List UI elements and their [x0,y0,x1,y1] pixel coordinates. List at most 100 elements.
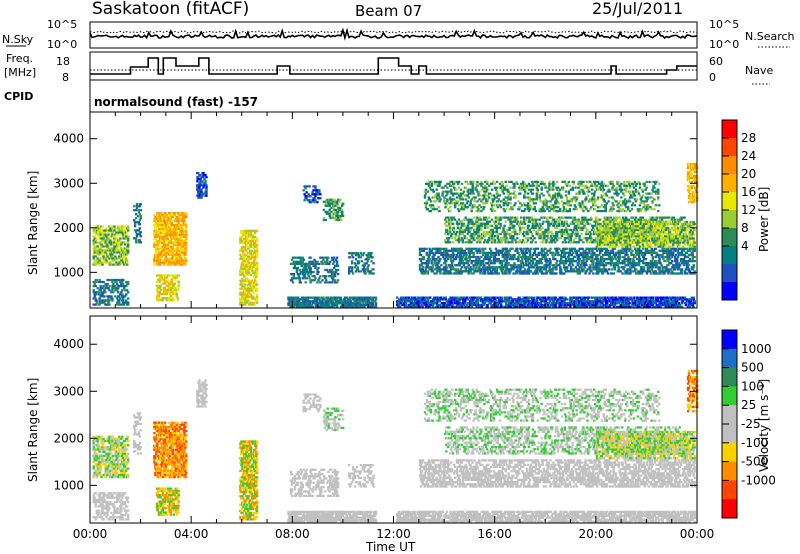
heatmap-cell [183,223,186,227]
heatmap-cell [450,272,453,275]
heatmap-cell [300,264,303,267]
heatmap-cell [553,264,556,267]
heatmap-cell [185,245,188,248]
heatmap-cell [178,239,181,242]
heatmap-cell [173,241,176,244]
heatmap-cell [139,217,142,220]
heatmap-cell [524,268,527,271]
heatmap-cell [545,262,548,265]
heatmap-cell [118,239,121,242]
heatmap-cell [458,300,461,303]
heatmap-cell [162,247,166,250]
heatmap-cell [120,241,123,244]
heatmap-cell [92,231,95,234]
heatmap-cell [95,237,98,240]
heatmap-cell [153,245,156,248]
heatmap-cell [161,299,165,302]
heatmap-cell [92,243,95,246]
heatmap-cell [114,263,117,266]
heatmap-cell [302,189,305,192]
heatmap-cell [422,258,426,261]
heatmap-cell [478,247,481,250]
heatmap-cell [563,300,566,303]
heatmap-cell [95,278,98,282]
heatmap-cell [200,196,203,199]
heatmap-cell [97,247,100,250]
heatmap-cell [308,277,311,280]
heatmap-cell [484,272,487,275]
heatmap-cell [681,300,685,303]
heatmap-cell [170,221,173,225]
heatmap-cell [505,258,508,261]
heatmap-cell [92,229,95,232]
heatmap-cell [333,273,337,276]
heatmap-cell [111,247,114,250]
heatmap-cell [114,295,117,298]
heatmap-cell [127,225,130,228]
heatmap-cell [601,255,604,259]
heatmap-cell [544,255,547,259]
heatmap-cell [353,262,357,265]
heatmap-cell [166,219,170,223]
heatmap-cell [164,255,168,258]
heatmap-cell [255,245,258,248]
heatmap-cell [292,275,296,278]
heatmap-cell [531,262,535,265]
heatmap-cell [313,258,316,261]
heatmap-cell [159,229,162,232]
heatmap-cell [165,214,169,217]
heatmap-cell [584,272,587,275]
heatmap-cell [135,233,139,236]
heatmap-cell [157,219,160,223]
heatmap-cell [173,292,176,296]
heatmap-cell [245,253,248,256]
freq-right-tick-top: 60 [709,55,723,68]
heatmap-cell [295,271,299,274]
heatmap-cell [607,268,611,271]
heatmap-cell [351,256,355,259]
heatmap-cell [101,293,104,296]
heatmap-cell [336,212,339,215]
heatmap-cell [304,266,307,270]
heatmap-cell [595,247,598,250]
heatmap-cell [123,263,126,266]
heatmap-cell [536,272,540,275]
heatmap-cell [99,289,102,292]
heatmap-cell [298,273,301,276]
heatmap-cell [124,295,127,298]
heatmap-cell [247,299,250,302]
heatmap-cell [104,233,107,236]
heatmap-cell [490,270,494,273]
heatmap-cell [105,249,108,252]
heatmap-cell [118,295,121,298]
heatmap-cell [319,197,322,200]
heatmap-cell [202,182,205,185]
heatmap-cell [317,271,320,274]
heatmap-cell [606,302,609,305]
heatmap-cell [676,300,679,303]
heatmap-cell [335,256,339,259]
heatmap-cell [545,266,548,269]
heatmap-cell [623,255,626,259]
heatmap-cell [364,272,367,275]
heatmap-cell [325,275,328,278]
beam-title: Beam 07 [355,2,422,20]
heatmap-cell [450,300,453,303]
heatmap-cell [127,249,130,252]
heatmap-cell [116,283,119,286]
heatmap-cell [153,231,156,234]
heatmap-cell [482,253,485,257]
heatmap-cell [113,229,116,232]
heatmap-cell [239,293,242,296]
heatmap-cell [500,270,503,273]
freq-right-tick-bottom: 0 [709,71,716,84]
heatmap-cell [255,297,259,300]
heatmap-cell [122,297,125,300]
heatmap-cell [99,233,102,236]
heatmap-cell [172,274,175,277]
heatmap-cell [137,229,141,232]
heatmap-cell [371,302,375,305]
heatmap-cell [241,285,244,288]
heatmap-cell [606,249,610,252]
heatmap-cell [245,299,248,302]
